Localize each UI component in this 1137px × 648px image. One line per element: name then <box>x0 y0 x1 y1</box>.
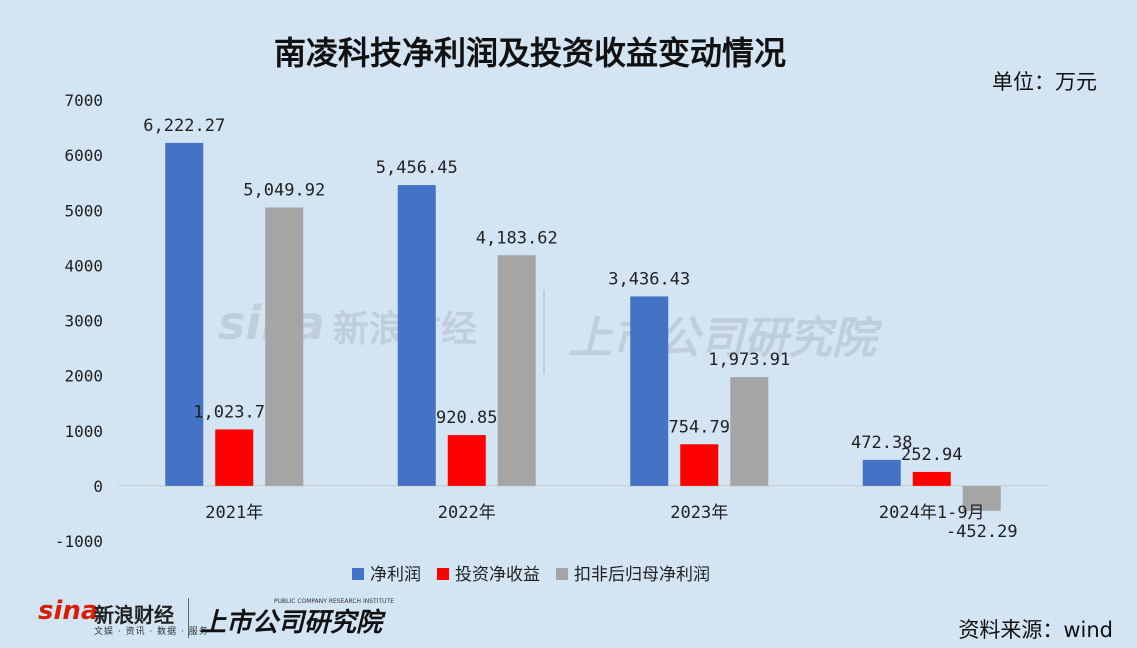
y-tick-label: 3000 <box>64 312 103 331</box>
legend-swatch <box>437 568 449 580</box>
legend-label: 扣非后归母净利润 <box>574 565 710 585</box>
data-label: 5,456.45 <box>376 158 458 178</box>
unit-label: 单位：万元 <box>992 70 1097 94</box>
data-label: 1,973.91 <box>708 350 790 370</box>
x-tick-label: 2024年1-9月 <box>879 503 985 523</box>
legend-label: 净利润 <box>370 565 421 585</box>
logo-divider <box>188 598 189 638</box>
bar <box>862 459 901 486</box>
y-tick-label: 5000 <box>64 201 103 220</box>
footer-logo: sina 新浪财经 文娱 · 资讯 · 数据 · 服务 上市公司研究院 PUBL… <box>38 596 398 642</box>
y-tick-label: 0 <box>93 477 103 496</box>
data-label: 3,436.43 <box>608 269 690 289</box>
bar <box>447 435 486 486</box>
y-tick-label: 6000 <box>64 146 103 165</box>
bar <box>215 429 254 486</box>
bar <box>265 207 304 486</box>
research-institute-en: PUBLIC COMPANY RESEARCH INSTITUTE <box>274 598 394 605</box>
bar <box>630 296 669 486</box>
y-tick-label: 4000 <box>64 256 103 275</box>
data-label: 4,183.62 <box>476 228 558 248</box>
data-label: 754.79 <box>669 417 730 437</box>
y-tick-label: 1000 <box>64 422 103 441</box>
x-tick-label: 2023年 <box>670 503 728 523</box>
bar <box>962 485 1001 511</box>
data-label: 5,049.92 <box>243 180 325 200</box>
x-tick-label: 2021年 <box>205 503 263 523</box>
y-tick-label: 7000 <box>64 91 103 110</box>
legend-label: 投资净收益 <box>455 565 540 585</box>
data-label: 920.85 <box>436 408 497 428</box>
y-tick-label: 2000 <box>64 367 103 386</box>
logo-subtitle: 文娱 · 资讯 · 数据 · 服务 <box>94 627 209 637</box>
bar <box>397 185 436 486</box>
chart-title: 南凌科技净利润及投资收益变动情况 <box>273 34 786 72</box>
x-tick-label: 2022年 <box>438 503 496 523</box>
bar <box>165 142 204 486</box>
sina-logo: sina <box>38 596 99 626</box>
data-label: 1,023.76 <box>193 402 275 422</box>
data-label: -452.29 <box>946 522 1018 542</box>
source-note: 资料来源：wind <box>958 618 1113 642</box>
research-institute-logo: 上市公司研究院 <box>200 608 383 638</box>
bar <box>497 255 536 486</box>
data-label: 472.38 <box>851 433 912 453</box>
y-tick-label: -1000 <box>55 532 103 551</box>
bar <box>680 444 719 486</box>
legend-swatch <box>352 568 364 580</box>
bar <box>730 377 769 486</box>
bar <box>912 471 951 486</box>
data-label: 252.94 <box>901 445 962 465</box>
data-label: 6,222.27 <box>143 116 225 136</box>
legend-swatch <box>556 568 568 580</box>
xinlang-caijing-logo: 新浪财经 <box>94 603 174 627</box>
